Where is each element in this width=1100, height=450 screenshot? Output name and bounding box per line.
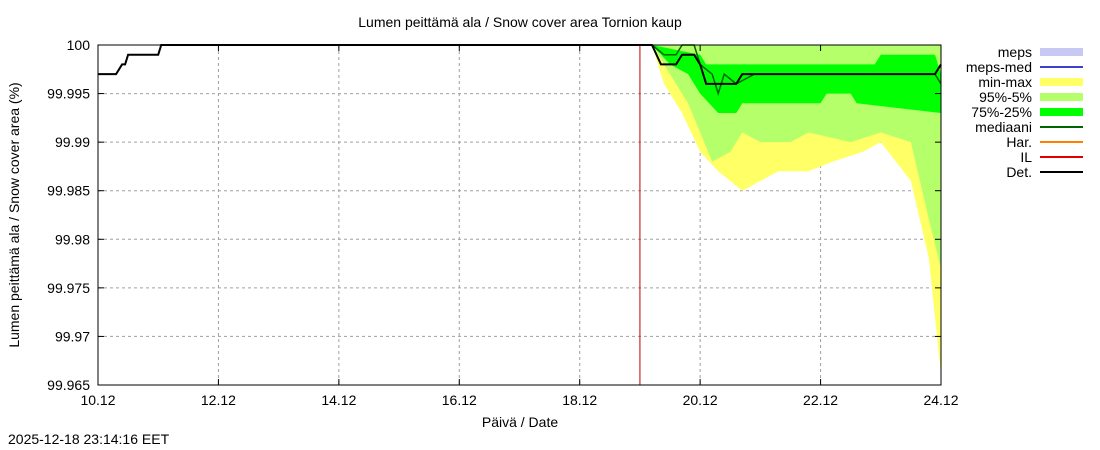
- y-tick-label: 99.985: [47, 183, 90, 199]
- forecast-bands: [651, 45, 941, 376]
- legend-label: Har.: [1006, 134, 1032, 150]
- series-lines: [98, 44, 942, 385]
- legend-swatch-min-max: [1040, 78, 1083, 86]
- x-tick-label: 16.12: [442, 392, 477, 408]
- chart-title: Lumen peittämä ala / Snow cover area Tor…: [358, 14, 682, 30]
- x-tick-label: 22.12: [803, 392, 838, 408]
- x-tick-label: 18.12: [562, 392, 597, 408]
- x-tick-label: 20.12: [683, 392, 718, 408]
- y-tick-label: 99.975: [47, 280, 90, 296]
- legend-label: Det.: [1006, 164, 1032, 180]
- legend-swatch-meps: [1040, 48, 1083, 56]
- y-tick-label: 99.995: [47, 86, 90, 102]
- legend-label: meps: [998, 44, 1032, 60]
- y-tick-label: 99.965: [47, 377, 90, 393]
- p75-p25-band: [651, 45, 941, 113]
- legend-swatch-95%-5%: [1040, 93, 1083, 101]
- x-tick-label: 12.12: [201, 392, 236, 408]
- legend-swatch-75%-25%: [1040, 108, 1083, 116]
- y-tick-label: 99.97: [55, 328, 90, 344]
- legend-label: meps-med: [966, 59, 1032, 75]
- y-tick-label: 99.98: [55, 231, 90, 247]
- y-axis-ticks: 100 99.995 99.99 99.985 99.98 99.975 99.97 99.9…: [47, 37, 941, 393]
- legend: mepsmeps-medmin-max95%-5%75%-25%mediaani…: [966, 44, 1083, 180]
- x-tick-label: 24.12: [923, 392, 958, 408]
- legend-label: 75%-25%: [971, 104, 1032, 120]
- legend-label: 95%-5%: [979, 89, 1032, 105]
- y-tick-label: 100: [67, 37, 91, 53]
- x-axis-ticks: 10.12 12.12 14.12 16.12 18.12 20.12 22.12 24.12: [80, 45, 959, 408]
- y-axis-label: Lumen peittämä ala / Snow cover area (%): [6, 82, 22, 347]
- y-tick-label: 99.99: [55, 134, 90, 150]
- legend-label: min-max: [978, 74, 1032, 90]
- legend-label: IL: [1020, 149, 1032, 165]
- deterministic-line: [98, 44, 942, 85]
- timestamp: 2025-12-18 23:14:16 EET: [8, 431, 170, 447]
- x-axis-label: Päivä / Date: [482, 414, 558, 430]
- x-tick-label: 10.12: [80, 392, 115, 408]
- plot-frame: [97, 44, 942, 386]
- x-tick-label: 14.12: [321, 392, 356, 408]
- legend-label: mediaani: [975, 119, 1032, 135]
